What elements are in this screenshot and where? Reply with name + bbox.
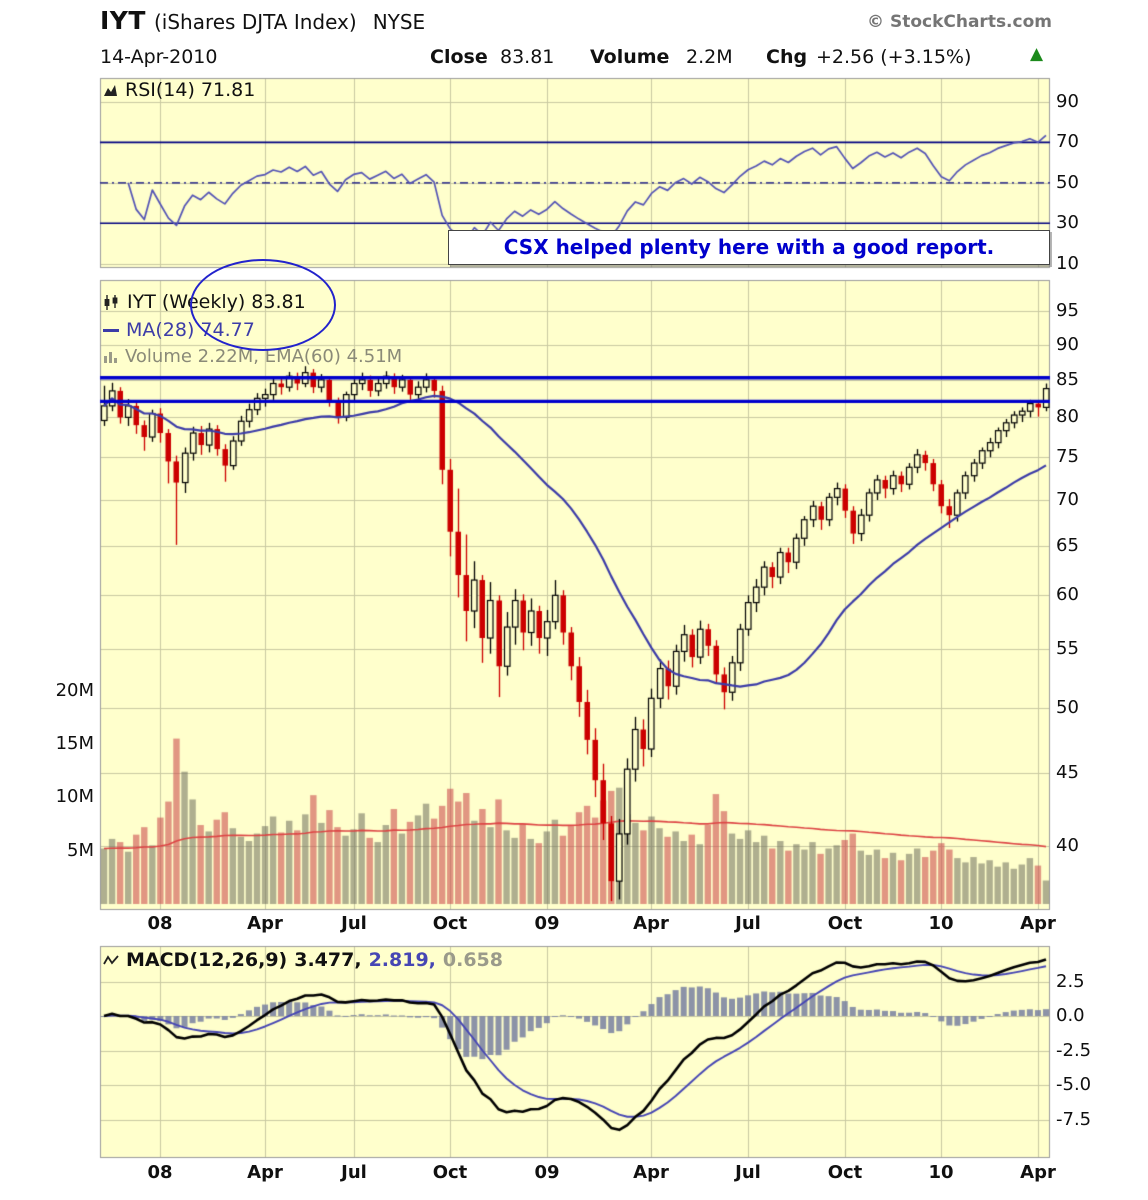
macd-name: MACD(12,26,9) (126, 949, 288, 971)
close-label: Close (430, 46, 488, 68)
macd-hist-value: 0.658 (442, 949, 503, 971)
change-label: Chg (766, 46, 808, 68)
ticker-symbol: IYT (100, 6, 146, 35)
rsi-legend-text: RSI(14) 71.81 (125, 79, 256, 101)
volume-value: 2.2M (686, 46, 733, 68)
rsi-legend-icon (104, 84, 117, 96)
change-value: +2.56 (+3.15%) (816, 46, 972, 68)
candlestick-legend-icon (104, 294, 118, 310)
close-value: 83.81 (500, 46, 555, 68)
macd-legend-icon (103, 954, 119, 964)
ticker-name: (iShares DJTA Index) (153, 10, 357, 34)
volume-legend: Volume 2.22M, EMA(60) 4.51M (103, 346, 402, 367)
header-title: IYT (iShares DJTA Index) NYSE (100, 6, 425, 35)
ellipse-annotation (190, 259, 336, 351)
macd-signal-value: 2.819, (368, 949, 436, 971)
macd-value: 3.477, (294, 949, 362, 971)
annotation-box: CSX helped plenty here with a good repor… (448, 230, 1050, 265)
macd-legend: MACD(12,26,9) 3.477, 2.819, 0.658 (103, 949, 503, 971)
up-arrow-icon: ▲ (1030, 44, 1044, 64)
chart-date: 14-Apr-2010 (100, 46, 218, 68)
volume-label: Volume (590, 46, 670, 68)
stockcharts-brand: © StockCharts.com (867, 12, 1052, 32)
volume-legend-text: Volume 2.22M, EMA(60) 4.51M (125, 346, 403, 367)
volume-bars-icon (104, 352, 117, 363)
ma-line-swatch (103, 328, 119, 332)
rsi-legend: RSI(14) 71.81 (103, 79, 255, 101)
exchange-label: NYSE (372, 10, 426, 34)
